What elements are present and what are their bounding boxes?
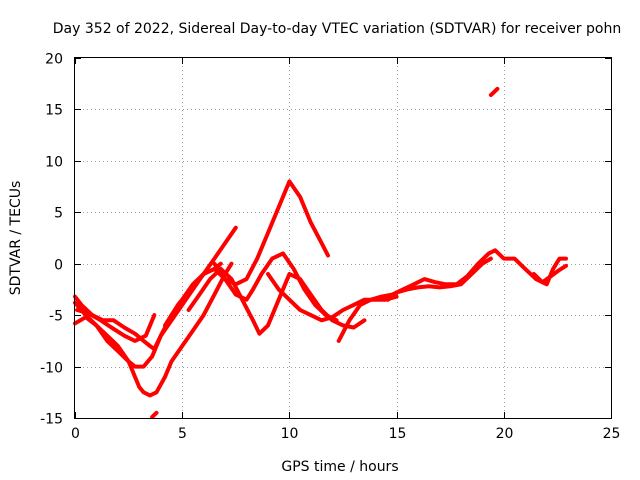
y-tick-label: 5: [54, 206, 63, 222]
x-tick-label: 10: [281, 426, 299, 442]
grid: [75, 58, 611, 418]
x-tick-label: 5: [178, 426, 187, 442]
series-pass-10: [386, 256, 493, 302]
series-pass-6: [186, 266, 367, 336]
y-tick-label: -15: [40, 412, 63, 428]
y-tick-label: 10: [45, 155, 63, 171]
x-tick-label: 15: [389, 426, 407, 442]
series-pass-13: [150, 410, 159, 419]
x-axis-label: GPS time / hours: [281, 459, 398, 475]
series-pass-5: [163, 179, 330, 328]
y-tick-label: 20: [45, 52, 63, 68]
y-tick-label: 0: [54, 258, 63, 274]
y-tick-label: -5: [49, 309, 63, 325]
x-tick-label: 25: [603, 426, 621, 442]
series-pass-9: [336, 248, 568, 343]
series-pass-7: [212, 251, 339, 323]
series-pass-4: [75, 308, 157, 343]
y-axis-label: SDTVAR / TECUs: [8, 181, 24, 296]
x-tick-label: 20: [496, 426, 514, 442]
series-pass-11: [531, 263, 568, 285]
x-tick-label: 0: [71, 426, 80, 442]
series-group: [73, 86, 568, 419]
chart-title: Day 352 of 2022, Sidereal Day-to-day VTE…: [53, 21, 621, 37]
y-tick-label: -10: [40, 361, 63, 377]
y-tick-label: 15: [45, 103, 63, 119]
series-pass-2: [73, 261, 234, 398]
plot-frame: [74, 57, 612, 419]
series-pass-12: [488, 86, 500, 97]
axis-ticks: 0 5 10 15 20 25 -15 -10 -5 0 5 10 15 20: [40, 52, 620, 443]
